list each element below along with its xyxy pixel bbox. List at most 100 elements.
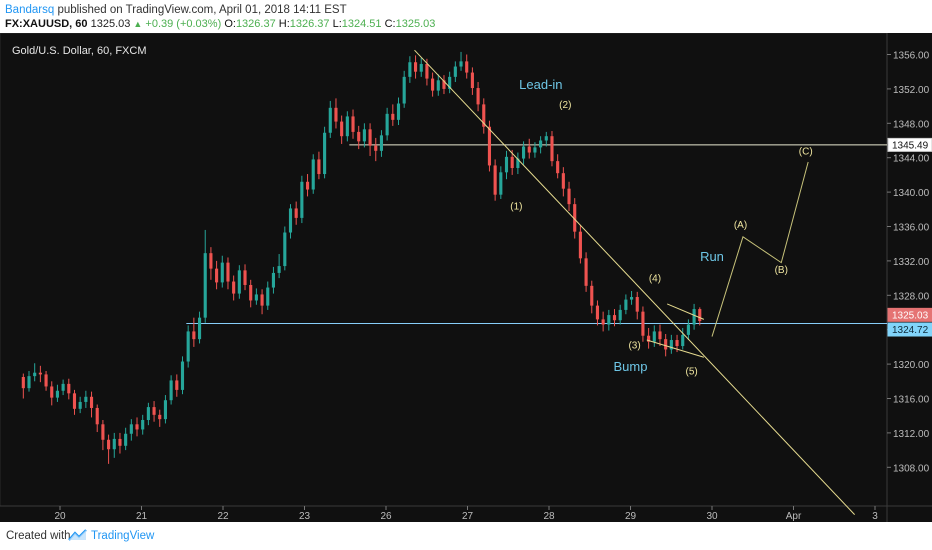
candle-body[interactable] bbox=[50, 386, 54, 398]
candle-body[interactable] bbox=[328, 107, 332, 133]
tradingview-link[interactable]: TradingView bbox=[91, 530, 155, 542]
candle-body[interactable] bbox=[567, 188, 571, 205]
candle-body[interactable] bbox=[675, 340, 679, 347]
candle-body[interactable] bbox=[408, 62, 412, 77]
candle-body[interactable] bbox=[521, 146, 526, 159]
candle-body[interactable] bbox=[27, 376, 31, 389]
candle-body[interactable] bbox=[374, 145, 378, 151]
candle-body[interactable] bbox=[584, 258, 588, 286]
candle-body[interactable] bbox=[317, 159, 321, 175]
candle-body[interactable] bbox=[413, 62, 418, 72]
candle-body[interactable] bbox=[664, 339, 668, 350]
candle-body[interactable] bbox=[459, 61, 463, 67]
candle-body[interactable] bbox=[124, 433, 128, 446]
trendline[interactable] bbox=[666, 303, 705, 320]
candle-body[interactable] bbox=[277, 266, 281, 273]
candle-body[interactable] bbox=[686, 324, 690, 335]
candle-body[interactable] bbox=[129, 424, 133, 434]
candle-body[interactable] bbox=[334, 107, 338, 122]
candle-body[interactable] bbox=[442, 80, 446, 89]
candle-body[interactable] bbox=[465, 61, 469, 73]
candle-body[interactable] bbox=[595, 305, 600, 320]
candle-body[interactable] bbox=[629, 297, 634, 300]
candle-body[interactable] bbox=[266, 287, 270, 306]
candle-body[interactable] bbox=[396, 103, 401, 120]
candle-body[interactable] bbox=[220, 262, 224, 283]
candle-body[interactable] bbox=[402, 76, 406, 104]
candle-body[interactable] bbox=[499, 172, 503, 195]
candle-body[interactable] bbox=[601, 319, 605, 325]
candle-body[interactable] bbox=[135, 424, 139, 430]
trendline[interactable] bbox=[414, 49, 855, 515]
candle-body[interactable] bbox=[362, 129, 366, 142]
candle-body[interactable] bbox=[186, 331, 190, 362]
candle-body[interactable] bbox=[67, 383, 71, 394]
candle-body[interactable] bbox=[652, 331, 656, 342]
candle-body[interactable] bbox=[305, 181, 310, 190]
candle-body[interactable] bbox=[345, 116, 349, 137]
candle-body[interactable] bbox=[635, 297, 639, 312]
candle-body[interactable] bbox=[624, 299, 628, 310]
candle-body[interactable] bbox=[101, 424, 105, 440]
candle-body[interactable] bbox=[226, 262, 230, 282]
candle-body[interactable] bbox=[254, 294, 258, 301]
candle-body[interactable] bbox=[504, 156, 509, 173]
candle-body[interactable] bbox=[379, 135, 384, 151]
candle-body[interactable] bbox=[385, 113, 389, 136]
candle-body[interactable] bbox=[533, 147, 537, 153]
author-link[interactable]: Bandarsq bbox=[5, 4, 55, 16]
candle-body[interactable] bbox=[550, 136, 554, 162]
projection-path[interactable] bbox=[711, 161, 809, 337]
candle-body[interactable] bbox=[578, 231, 582, 259]
candle-body[interactable] bbox=[573, 204, 577, 232]
candle-body[interactable] bbox=[357, 131, 361, 142]
candle-body[interactable] bbox=[539, 140, 543, 148]
candle-body[interactable] bbox=[647, 335, 651, 342]
candle-body[interactable] bbox=[118, 438, 122, 446]
candle-body[interactable] bbox=[516, 158, 520, 169]
candle-body[interactable] bbox=[38, 372, 42, 375]
candle-body[interactable] bbox=[658, 331, 662, 340]
candle-body[interactable] bbox=[294, 208, 298, 218]
candle-body[interactable] bbox=[510, 156, 514, 169]
candle-body[interactable] bbox=[249, 284, 253, 301]
candle-body[interactable] bbox=[78, 401, 82, 409]
candle-body[interactable] bbox=[448, 76, 452, 89]
candle-body[interactable] bbox=[107, 439, 111, 450]
candle-body[interactable] bbox=[391, 113, 395, 120]
candle-body[interactable] bbox=[351, 116, 355, 132]
price-chart[interactable]: Gold/U.S. Dollar, 60, FXCM 1308.00 1312.00… bbox=[0, 33, 932, 522]
candle-body[interactable] bbox=[425, 63, 429, 79]
candle-body[interactable] bbox=[175, 380, 179, 390]
candle-body[interactable] bbox=[89, 396, 94, 408]
candle-body[interactable] bbox=[300, 181, 304, 218]
candle-body[interactable] bbox=[61, 383, 65, 391]
candle-body[interactable] bbox=[215, 268, 219, 283]
candle-body[interactable] bbox=[271, 272, 276, 288]
candle-body[interactable] bbox=[641, 311, 645, 336]
candle-body[interactable] bbox=[612, 315, 617, 321]
candle-body[interactable] bbox=[453, 66, 457, 77]
candle-body[interactable] bbox=[163, 400, 167, 420]
candle-body[interactable] bbox=[95, 407, 99, 425]
candle-body[interactable] bbox=[21, 377, 25, 389]
candle-body[interactable] bbox=[243, 270, 247, 285]
chart-panel[interactable]: Gold/U.S. Dollar, 60, FXCM 1308.00 1312.00… bbox=[0, 33, 932, 522]
candle-body[interactable] bbox=[544, 136, 548, 141]
candle-body[interactable] bbox=[476, 88, 480, 105]
candle-body[interactable] bbox=[197, 317, 202, 340]
candle-body[interactable] bbox=[84, 396, 88, 402]
candle-body[interactable] bbox=[192, 331, 196, 340]
candle-body[interactable] bbox=[33, 372, 37, 377]
candle-body[interactable] bbox=[323, 132, 327, 175]
candle-body[interactable] bbox=[112, 438, 116, 450]
candle-body[interactable] bbox=[698, 309, 702, 322]
candle-body[interactable] bbox=[237, 270, 241, 294]
candle-body[interactable] bbox=[169, 380, 173, 401]
candle-body[interactable] bbox=[470, 72, 474, 89]
candle-body[interactable] bbox=[232, 281, 236, 294]
candle-body[interactable] bbox=[590, 285, 594, 306]
candle-body[interactable] bbox=[368, 129, 372, 146]
candle-body[interactable] bbox=[203, 253, 207, 318]
candle-body[interactable] bbox=[283, 232, 287, 267]
